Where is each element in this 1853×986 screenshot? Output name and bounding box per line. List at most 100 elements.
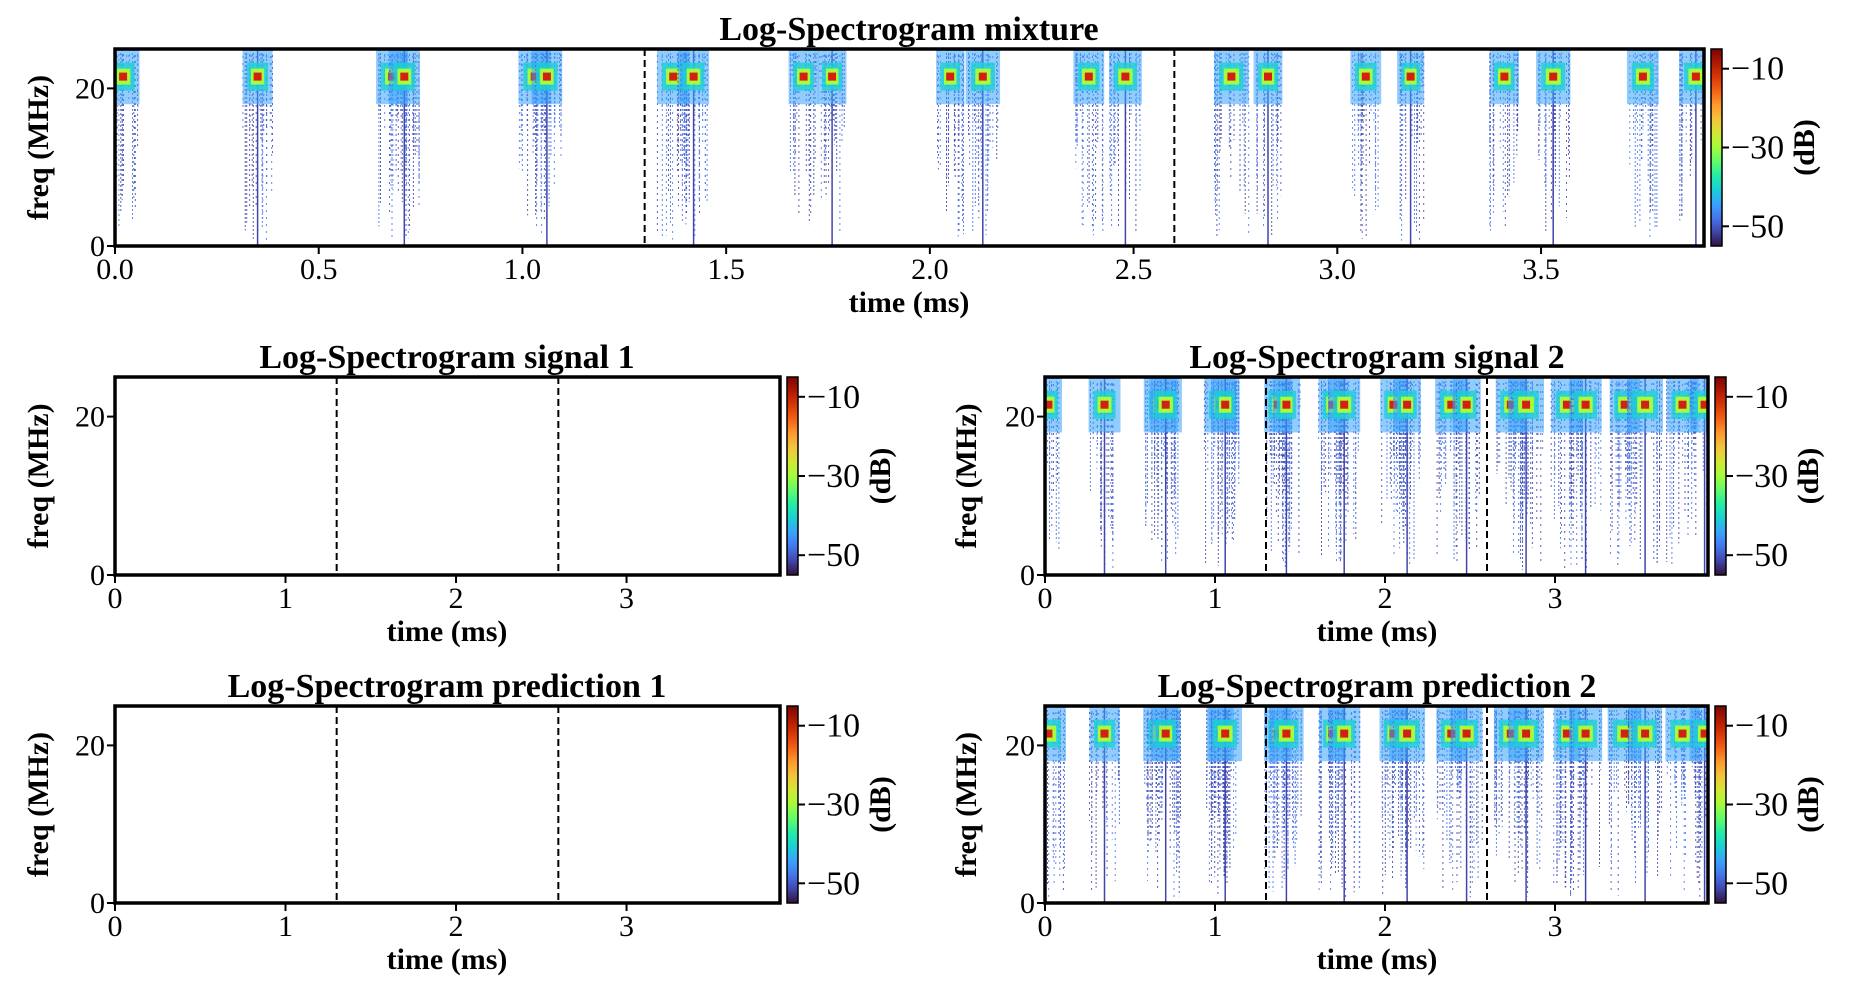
colorbar-tick-label: −30: [1735, 458, 1788, 495]
x-tick-label: 0: [1038, 910, 1053, 943]
plot-area: [115, 706, 780, 903]
axes-frame: [1043, 375, 1710, 577]
x-tick-label: 2: [449, 582, 464, 615]
pulse-mark: [115, 49, 140, 228]
x-tick-label: 0: [1038, 582, 1053, 615]
y-axis-label: freq (MHz): [950, 732, 983, 877]
pulse-mark: [1150, 706, 1181, 903]
plot-area: [115, 49, 1704, 246]
pulse-mark: [1350, 49, 1382, 240]
pulse-mark: [788, 49, 819, 225]
subplot-prediction2: Log-Spectrogram prediction 2 0 1 2 3 0 20 time …: [950, 668, 1825, 976]
pulse-mark: [1489, 49, 1519, 231]
pulse-mark: [1452, 377, 1481, 575]
colorbar-gradient: [786, 705, 799, 904]
y-axis-label: freq (MHz): [22, 75, 55, 220]
x-tick-label: 0: [108, 910, 123, 943]
subplot-mixture: Log-Spectrogram mixture 0.0 0.5 1.0 1.5 2.0 2.…: [22, 11, 1821, 319]
colorbar-tick-label: −10: [807, 708, 860, 745]
y-tick-label: 20: [75, 72, 105, 105]
colorbar-label: (dB): [1792, 776, 1825, 833]
subplot-signal1: Log-Spectrogram signal 1 0 1 2 3 0 20 time (ms)…: [22, 339, 897, 648]
x-tick-label: 1: [278, 582, 293, 615]
x-tick-label: 1: [1208, 910, 1223, 943]
pulse-mark: [1211, 377, 1240, 575]
x-tick-label: 0: [108, 582, 123, 615]
pulse-mark: [965, 49, 1001, 246]
subplot-prediction1: Log-Spectrogram prediction 1 0 1 2 3 0 20 time …: [22, 668, 897, 976]
x-tick-label: 0.5: [300, 253, 338, 286]
colorbar-tick-label: −50: [1735, 537, 1788, 574]
colorbar-tick-label: −50: [807, 537, 860, 574]
y-tick-label: 0: [90, 230, 105, 263]
x-axis-label: time (ms): [387, 943, 508, 976]
pulse-mark: [1569, 706, 1603, 903]
pulse-mark: [1328, 706, 1361, 903]
pulse-mark: [1397, 49, 1425, 246]
x-tick-label: 3: [1548, 582, 1563, 615]
y-tick-label: 0: [1020, 887, 1035, 920]
y-axis-label: freq (MHz): [22, 732, 55, 877]
colorbar-label: (dB): [864, 448, 897, 505]
x-axis-label: time (ms): [387, 615, 508, 648]
x-tick-label: 1.0: [504, 253, 542, 286]
colorbar-label: (dB): [1792, 448, 1825, 505]
axes-frame: [113, 47, 1706, 248]
x-tick-label: 2.5: [1115, 253, 1153, 286]
pulse-mark: [817, 49, 847, 246]
colorbar-label: (dB): [1788, 119, 1821, 176]
y-tick-label: 0: [1020, 559, 1035, 592]
colorbar-tick-label: −50: [1735, 865, 1788, 902]
x-tick-label: 1.5: [707, 253, 745, 286]
pulse-mark: [388, 49, 420, 246]
pulse-mark: [1627, 706, 1663, 903]
y-axis-label: freq (MHz): [22, 403, 55, 548]
x-axis-label: time (ms): [1317, 943, 1438, 976]
spectrogram-content: [1045, 706, 1708, 903]
x-tick-label: 3.5: [1522, 253, 1560, 286]
x-tick-label: 3.0: [1319, 253, 1357, 286]
colorbar: −10 −30 −50(dB): [786, 705, 897, 904]
pulse-mark: [1213, 49, 1250, 239]
y-tick-label: 0: [90, 887, 105, 920]
x-tick-label: 3: [1548, 910, 1563, 943]
colorbar-tick-label: −10: [1735, 379, 1788, 416]
colorbar: −10 −30 −50(dB): [1714, 376, 1825, 576]
pulse-mark: [1536, 49, 1571, 246]
x-axis-label: time (ms): [849, 286, 970, 319]
x-tick-label: 1: [1208, 582, 1223, 615]
x-tick-label: 0.0: [96, 253, 134, 286]
pulse-mark: [1679, 49, 1704, 246]
pulse-mark: [1689, 706, 1708, 903]
pulse-mark: [1328, 377, 1361, 575]
x-tick-label: 2.0: [911, 253, 949, 286]
colorbar-gradient: [1714, 705, 1727, 904]
y-tick-label: 20: [75, 729, 105, 762]
colorbar-tick-label: −10: [1731, 51, 1784, 88]
pulse-mark: [1109, 49, 1142, 246]
y-axis-label: freq (MHz): [950, 403, 983, 548]
chart-title: Log-Spectrogram signal 1: [259, 339, 634, 376]
x-tick-label: 3: [619, 582, 634, 615]
colorbar: −10 −30 −50(dB): [786, 376, 897, 576]
spectrogram-content: [1045, 377, 1708, 575]
x-tick-label: 2: [449, 910, 464, 943]
pulse-mark: [1450, 706, 1483, 903]
pulse-mark: [1508, 377, 1544, 575]
chart-title: Log-Spectrogram signal 2: [1189, 339, 1564, 376]
pulse-mark: [1208, 706, 1242, 903]
y-tick-label: 20: [1005, 401, 1035, 434]
y-tick-label: 20: [75, 401, 105, 434]
axes-frame: [1043, 704, 1710, 905]
colorbar-gradient: [786, 376, 799, 576]
y-tick-label: 20: [1005, 729, 1035, 762]
pulse-mark: [1045, 377, 1062, 552]
pulse-mark: [1088, 377, 1121, 575]
pulse-mark: [242, 49, 273, 246]
chart-title: Log-Spectrogram prediction 2: [1158, 668, 1597, 705]
pulse-mark: [1627, 377, 1663, 575]
pulse-mark: [1269, 706, 1304, 903]
axes-frame: [113, 704, 782, 905]
colorbar: −10 −30 −50(dB): [1710, 48, 1821, 247]
colorbar-tick-label: −30: [807, 787, 860, 824]
